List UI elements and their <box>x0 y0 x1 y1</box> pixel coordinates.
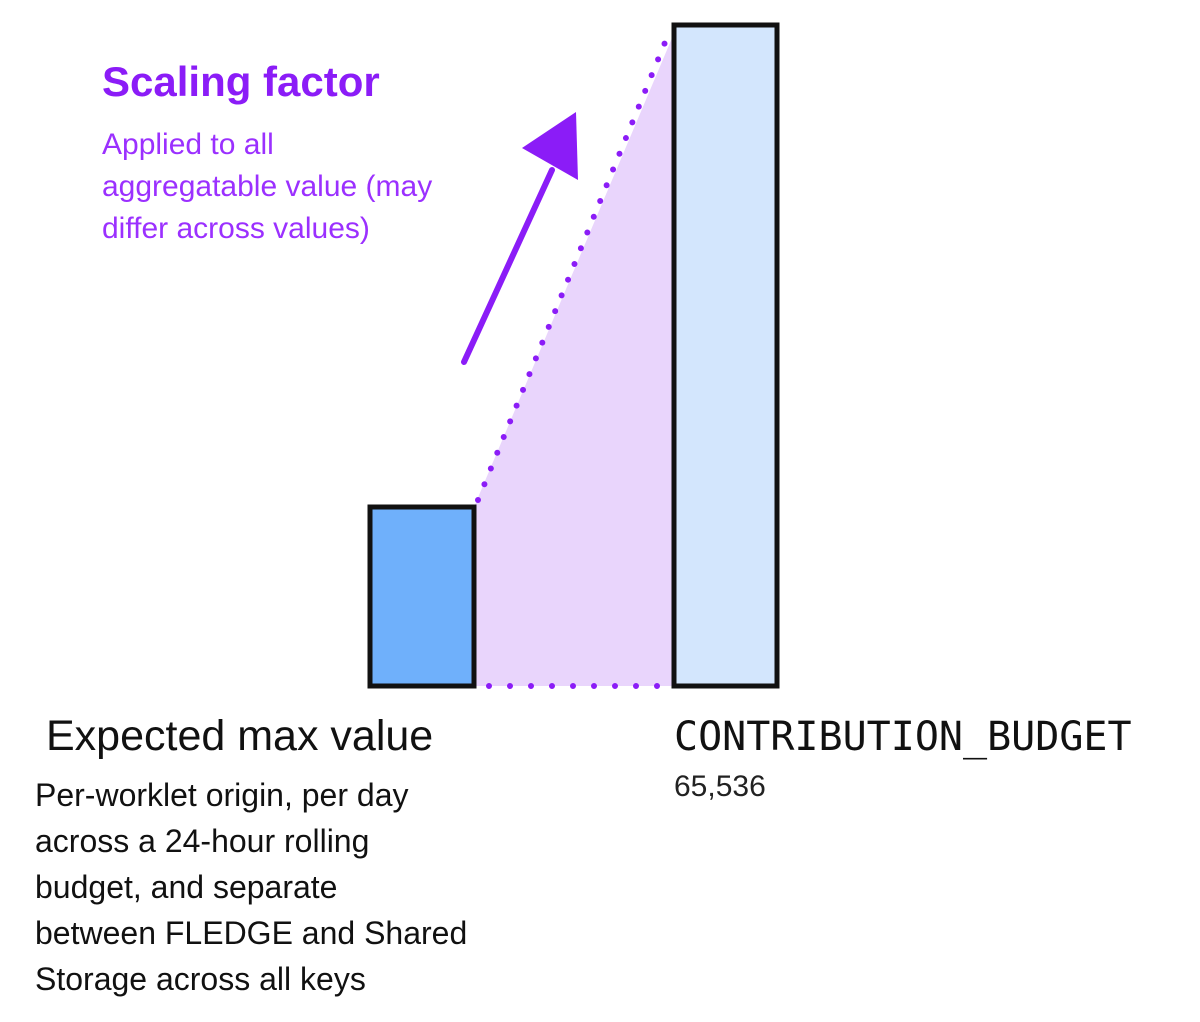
scaling-factor-description: Applied to all aggregatable value (may d… <box>102 124 432 250</box>
description-line: between FLEDGE and Shared <box>35 915 468 951</box>
scaling-factor-title: Scaling factor <box>102 58 380 105</box>
description-line: Applied to all <box>102 128 274 161</box>
scaling-area <box>474 38 672 686</box>
description-line: budget, and separate <box>35 869 338 905</box>
scaling-dotted-line <box>475 37 669 503</box>
expected-max-description: Per-worklet origin, per day across a 24-… <box>35 772 467 1002</box>
contribution-budget-title: CONTRIBUTION_BUDGET <box>674 714 1132 760</box>
contribution-budget-bar <box>671 22 780 689</box>
expected-max-title: Expected max value <box>46 712 434 760</box>
description-line: Per-worklet origin, per day <box>35 777 409 813</box>
scale-up-arrow-icon <box>461 112 578 365</box>
description-line: Storage across all keys <box>35 961 366 997</box>
description-line: differ across values) <box>102 212 370 245</box>
expected-max-bar <box>367 504 477 689</box>
description-line: across a 24-hour rolling <box>35 823 370 859</box>
description-line: aggregatable value (may <box>102 170 433 203</box>
contribution-budget-value: 65,536 <box>674 770 766 803</box>
